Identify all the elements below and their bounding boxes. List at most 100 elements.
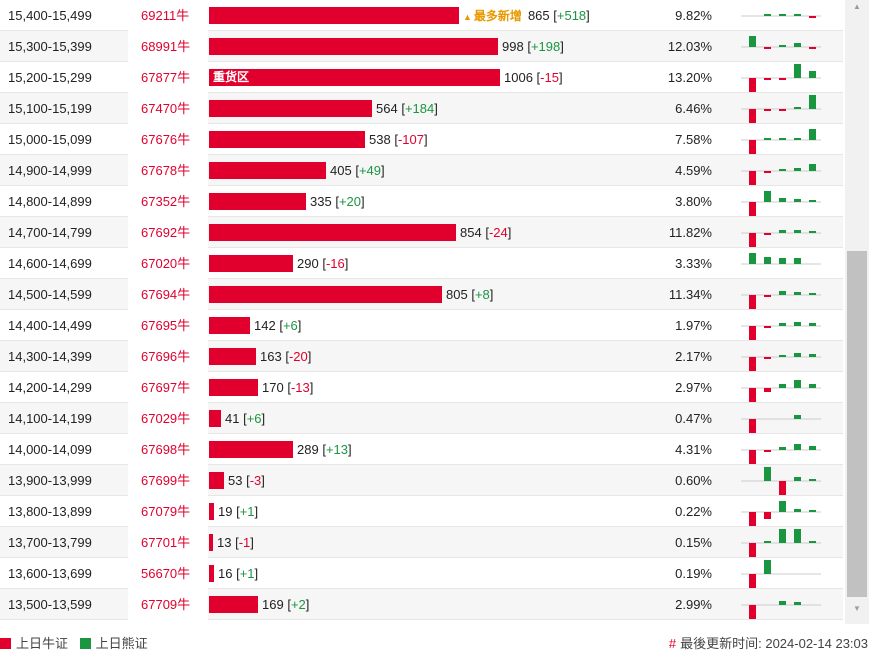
cbbc-code-link[interactable]: 67470牛 [141,101,191,116]
spark-bar-bull [809,47,816,49]
table-row[interactable]: 15,000-15,099 67676牛 538 [-107] 7.58% [0,124,843,155]
quantity-value: 998 [502,39,524,54]
cbbc-code-link[interactable]: 67696牛 [141,349,191,364]
table-row[interactable]: 14,700-14,799 67692牛 854 [-24] 11.82% [0,217,843,248]
cbbc-code-link[interactable]: 67698牛 [141,442,191,457]
spark-bar-bear [809,446,816,450]
table-row[interactable]: 14,200-14,299 67697牛 170 [-13] 2.97% [0,372,843,403]
spark-bar-bull [749,202,756,216]
table-row[interactable]: 14,100-14,199 67029牛 41 [+6] 0.47% [0,403,843,434]
quantity-value: 19 [218,504,233,519]
table-row[interactable]: 14,600-14,699 67020牛 290 [-16] 3.33% [0,248,843,279]
percentage: 3.80% [675,194,712,209]
spark-bar-bear [794,14,801,16]
cbbc-code-link[interactable]: 67877牛 [141,70,191,85]
table-row[interactable]: 14,300-14,399 67696牛 163 [-20] 2.17% [0,341,843,372]
table-row[interactable]: 14,500-14,599 67694牛 805 [+8] 11.34% [0,279,843,310]
quantity-change: +20 [338,194,361,209]
cbbc-code-link[interactable]: 67678牛 [141,163,191,178]
spark-bar-bear [794,529,801,543]
cbbc-code-link[interactable]: 67692牛 [141,225,191,240]
quantity-bar [209,596,258,613]
quantity-value: 405 [330,163,352,178]
table-row[interactable]: 13,600-13,699 56670牛 16 [+1] 0.19% [0,558,843,589]
spark-bar-bear [779,447,786,450]
cbbc-code-link[interactable]: 67699牛 [141,473,191,488]
quantity-value: 1006 [504,70,533,85]
spark-bar-bear [794,258,801,264]
spark-bar-bear [794,230,801,233]
cbbc-code-link[interactable]: 67695牛 [141,318,191,333]
cbbc-code-link[interactable]: 69211牛 [141,8,190,23]
cbbc-code-link[interactable]: 67709牛 [141,597,191,612]
cbbc-code-link[interactable]: 67701牛 [141,535,191,550]
table-row[interactable]: 15,200-15,299 67877牛 重货区 1006 [-15] 13.20% [0,62,843,93]
spark-bar-bull [749,388,756,402]
vertical-scrollbar[interactable]: ▲ ▼ [845,0,869,624]
table-row[interactable]: 13,700-13,799 67701牛 13 [-1] 0.15% [0,527,843,558]
table-row[interactable]: 14,900-14,999 67678牛 405 [+49] 4.59% [0,155,843,186]
spark-bar-bear [749,36,756,47]
percentage: 11.34% [668,287,712,302]
spark-bar-bear [794,168,801,171]
table-row[interactable]: 14,800-14,899 67352牛 335 [+20] 3.80% [0,186,843,217]
strike-range: 15,100-15,199 [8,101,92,116]
quantity-bar [209,100,372,117]
spark-bar-bear [809,95,816,109]
percentage: 4.31% [675,442,712,457]
table-row[interactable]: 13,800-13,899 67079牛 19 [+1] 0.22% [0,496,843,527]
cbbc-code-link[interactable]: 67079牛 [141,504,191,519]
spark-bar-bear [764,467,771,481]
cbbc-code-link[interactable]: 56670牛 [141,566,191,581]
quantity-bar [209,534,213,551]
percentage: 0.22% [675,504,712,519]
scrollbar-thumb[interactable] [847,251,867,597]
most-added-text: 最多新增 [473,9,522,23]
table-row[interactable]: 15,100-15,199 67470牛 564 [+184] 6.46% [0,93,843,124]
table-row[interactable]: 15,300-15,399 68991牛 998 [+198] 12.03% [0,31,843,62]
spark-bar-bull [809,16,816,18]
quantity-value: 53 [228,473,243,488]
most-added-tag: ▲ 最多新增 [463,9,522,23]
code-cell [128,527,208,558]
quantity-info: 13 [-1] [217,535,254,550]
table-row[interactable]: 14,400-14,499 67695牛 142 [+6] 1.97% [0,310,843,341]
spark-bar-bear [764,257,771,264]
sparkline [741,501,821,526]
spark-bar-bull [749,109,756,123]
cbbc-code-link[interactable]: 67676牛 [141,132,191,147]
cbbc-code-link[interactable]: 67029牛 [141,411,191,426]
spark-bar-bull [764,47,771,49]
legend: 上日牛证 上日熊证 [0,633,156,652]
cbbc-code-link[interactable]: 68991牛 [141,39,191,54]
sparkline [741,64,821,92]
spark-bar-bull [764,109,771,111]
quantity-info: 538 [-107] [369,132,428,147]
cbbc-code-link[interactable]: 67352牛 [141,194,191,209]
cbbc-code-link[interactable]: 67697牛 [141,380,191,395]
scroll-up-arrow-icon[interactable]: ▲ [853,2,861,11]
spark-bar-bear [794,138,801,140]
table-row[interactable]: 14,000-14,099 67698牛 289 [+13] 4.31% [0,434,843,465]
strike-range: 14,400-14,499 [8,318,92,333]
spark-bar-bear [809,164,816,171]
sparkline [741,191,821,216]
sparkline [741,164,821,185]
up-triangle-icon: ▲ [463,12,472,22]
quantity-info: 170 [-13] [262,380,314,395]
spark-bar-bull [749,543,756,557]
quantity-change: +8 [474,287,490,302]
spark-bar-bull [764,388,771,392]
strike-range: 13,600-13,699 [8,566,92,581]
table-row[interactable]: 13,500-13,599 67709牛 169 [+2] 2.99% [0,589,843,620]
quantity-info: 290 [-16] [297,256,349,271]
cbbc-code-link[interactable]: 67020牛 [141,256,191,271]
cbbc-code-link[interactable]: 67694牛 [141,287,191,302]
table-row[interactable]: 15,400-15,499 69211牛 ▲ 最多新增 865 [+518] 9.82% [0,0,843,31]
spark-bar-bear [809,510,816,512]
scroll-down-arrow-icon[interactable]: ▼ [853,604,861,613]
percentage: 2.97% [675,380,712,395]
table-row[interactable]: 13,900-13,999 67699牛 53 [-3] 0.60% [0,465,843,496]
quantity-value: 41 [225,411,240,426]
percentage: 11.82% [668,225,712,240]
